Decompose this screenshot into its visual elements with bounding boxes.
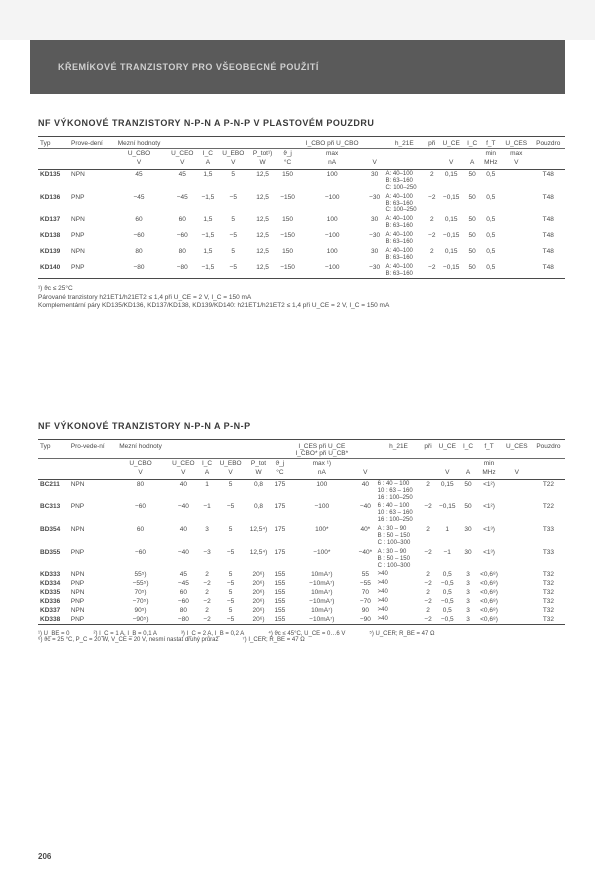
table-row: KD338PNP−90⁵)−80−2−520⁶)155−10mA⁷)−90>40…: [38, 615, 565, 625]
table2-body: BC211NPN8040150,8175100406 : 40 – 10010 …: [38, 479, 565, 625]
table1: TypProve-deníMezní hodnotyI_CBO při U_CB…: [38, 136, 565, 279]
notes1: ¹) ϑc ≤ 25°C Párované tranzistory h21ET1…: [38, 285, 565, 310]
note: Párované tranzistory h21ET1/h21ET2 ≤ 1,4…: [38, 294, 565, 302]
table-row: KD333NPN55⁵)452520⁶)15510mA⁷)55>4020,53<…: [38, 570, 565, 579]
page-banner: KŘEMÍKOVÉ TRANZISTORY PRO VŠEOBECNÉ POUŽ…: [30, 40, 565, 94]
table2-hdr3: VVAVW°CnAVVAMHzV: [38, 468, 565, 480]
section2-title: NF VÝKONOVÉ TRANZISTORY N-P-N A P-N-P: [38, 421, 595, 431]
footnote: ⁷) I_CER; R_BE = 47 Ω: [243, 637, 305, 643]
table-row: BD354NPN60403512,5⁴)175100*40*A : 30 – 9…: [38, 525, 565, 548]
table1-hdr3: VVAVW°CnAVVAMHzV: [38, 158, 565, 170]
table-row: KD138PNP−60−60−1,5−512,5−150−100−30A: 40…: [38, 231, 565, 247]
table-row: KD139NPN80801,5512,515010030A: 40–100B: …: [38, 247, 565, 263]
note: ¹) ϑc ≤ 25°C: [38, 285, 565, 293]
table-row: KD336PNP−70⁵)−60−2−520⁶)155−10mA⁷)−70>40…: [38, 597, 565, 606]
table2: TypPro-vede-níMezní hodnotyI_CES při U_C…: [38, 439, 565, 626]
table2-hdr2: U_CBOU_CEOI_CU_EBOP_totϑ_jmax ¹)min: [38, 458, 565, 468]
section1-title: NF VÝKONOVÉ TRANZISTORY N-P-N A P-N-P V …: [38, 118, 595, 128]
note: Komplementární páry KD135/KD136, KD137/K…: [38, 302, 565, 310]
table-row: KD136PNP−45−45−1,5−512,5−150−100−30A: 40…: [38, 193, 565, 216]
footnotes2: ¹) U_BE = 0²) I_C = 1 A, I_B = 0,1 A³) I…: [38, 631, 565, 643]
page-number: 206: [38, 852, 51, 861]
table-row: BC211NPN8040150,8175100406 : 40 – 10010 …: [38, 479, 565, 502]
footnote: ⁵) U_CER; R_BE = 47 Ω: [369, 631, 434, 637]
table-row: KD137NPN60601,5512,515010030A: 40–100B: …: [38, 215, 565, 231]
table-row: KD140PNP−80−80−1,5−512,5−150−100−30A: 40…: [38, 263, 565, 279]
table-row: KD135NPN45451,5512,515010030A: 40–100B: …: [38, 170, 565, 193]
table-row: KD335NPN70⁵)602520⁶)15510mA⁷)70>4020,53<…: [38, 588, 565, 597]
table-row: KD334PNP−55⁵)−45−2−520⁶)155−10mA⁷)−55>40…: [38, 579, 565, 588]
table-row: BD355PNP−60−40−3−512,5⁴)175−100*−40*A : …: [38, 548, 565, 571]
table2-hdr1: TypPro-vede-níMezní hodnotyI_CES při U_C…: [38, 439, 565, 458]
table1-hdr2: U_CBOU_CEOI_CU_EBOP_tot¹)ϑ_jmaxminmax: [38, 149, 565, 159]
footnote: ⁶) ϑc = 25 °C, P_C = 20 W, V_CE = 20 V, …: [38, 637, 219, 643]
table1-body: KD135NPN45451,5512,515010030A: 40–100B: …: [38, 170, 565, 280]
table-row: KD337NPN90⁵)802520⁶)15510mA⁷)90>4020,53<…: [38, 606, 565, 615]
table-row: BC313PNP−60−40−1−50,8175−100−406 : 40 – …: [38, 502, 565, 525]
table1-hdr1: TypProve-deníMezní hodnotyI_CBO při U_CB…: [38, 137, 565, 149]
